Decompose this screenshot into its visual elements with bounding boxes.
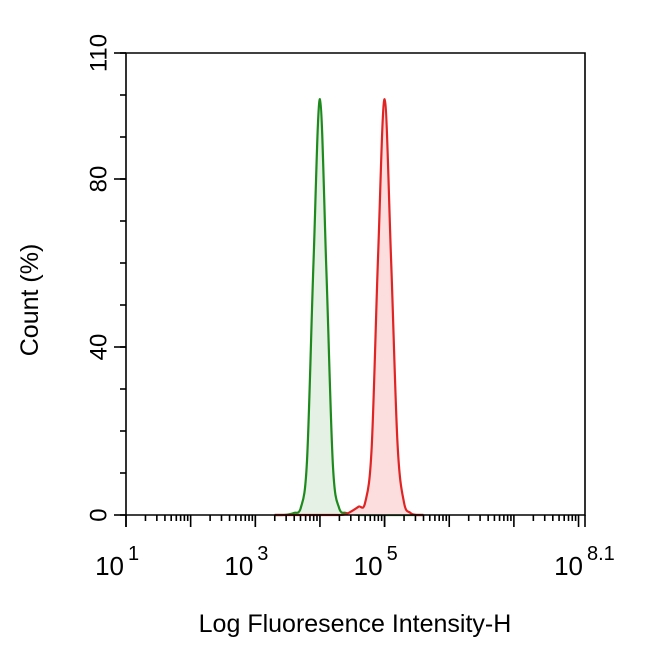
x-tick-exponent: 5 [387, 543, 398, 565]
histogram-line [274, 98, 424, 517]
plot-frame [125, 52, 586, 516]
x-tick-label: 10 [224, 551, 253, 581]
x-tick-label: 10 [354, 551, 383, 581]
histogram-line [274, 98, 424, 517]
x-tick-exponent: 1 [128, 543, 139, 565]
x-tick-exponent: 8.1 [587, 543, 615, 565]
y-tick-label: 110 [85, 34, 112, 72]
histogram-area [274, 99, 424, 515]
histogram-area [274, 99, 424, 515]
x-tick-exponent: 3 [257, 543, 268, 565]
x-tick-label: 10 [554, 551, 583, 581]
y-tick-label: 40 [85, 334, 112, 361]
y-tick-label: 80 [85, 166, 112, 193]
y-tick-label: 0 [85, 508, 112, 521]
x-tick-label: 10 [95, 551, 124, 581]
x-axis-label: Log Fluoresence Intensity-H [199, 610, 512, 638]
y-axis-label: Count (%) [16, 244, 44, 357]
